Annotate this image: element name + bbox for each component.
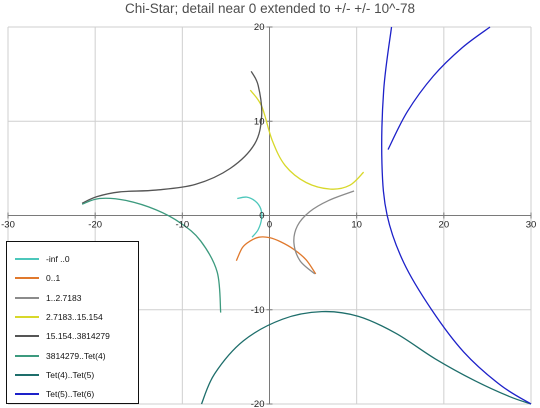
x-tick-label-2: -10 — [175, 220, 189, 231]
legend-label-0: -inf ..0 — [46, 254, 70, 264]
series-line-1 — [235, 236, 317, 275]
series-line-3 — [249, 89, 365, 190]
legend-item-6: Tet(4)..Tet(5) — [15, 368, 94, 382]
legend-swatch-7 — [15, 393, 39, 396]
x-tick-label-1: -20 — [88, 220, 102, 231]
y-tick-label-2: 0 — [259, 211, 264, 222]
legend-label-3: 2.7183..15.154 — [46, 311, 103, 322]
series-line-8 — [387, 26, 491, 150]
legend-label-2: 1..2.7183 — [46, 292, 82, 303]
legend-item-4: 15.154..3814279 — [15, 329, 110, 343]
x-tick-label-4: 10 — [351, 220, 362, 231]
legend-swatch-1 — [15, 277, 39, 280]
y-tick-label-3: -10 — [251, 305, 265, 316]
x-tick-label-3: 0 — [267, 220, 272, 231]
legend-swatch-0 — [15, 258, 39, 260]
legend-item-1: 0..1 — [15, 271, 60, 285]
series-line-0 — [237, 196, 263, 238]
axes — [7, 26, 532, 405]
chart-title: Chi-Star; detail near 0 extended to +/- … — [125, 1, 415, 16]
legend-swatch-3 — [15, 315, 39, 318]
legend-item-7: Tet(5)..Tet(6) — [15, 387, 94, 401]
series-line-2 — [293, 190, 355, 275]
legend-swatch-2 — [15, 296, 39, 299]
series-line-4 — [81, 70, 263, 204]
legend-item-5: 3814279..Tet(4) — [15, 349, 106, 363]
legend-item-2: 1..2.7183 — [15, 291, 81, 305]
tick-labels: -30 -20 -10 0 10 20 30 20 10 0 -10 -20 — [1, 22, 536, 408]
legend: -inf ..0 0..1 1..2.7183 2.7183..15.154 15.15… — [6, 241, 139, 404]
x-tick-label-0: -30 — [1, 220, 15, 231]
x-tick-label-5: 20 — [439, 220, 450, 231]
legend-label-7: Tet(5)..Tet(6) — [46, 389, 95, 400]
series-line-7 — [381, 26, 532, 405]
legend-swatch-6 — [15, 373, 39, 376]
legend-item-3: 2.7183..15.154 — [15, 310, 103, 324]
legend-swatch-5 — [15, 354, 39, 357]
x-tick-label-6: 30 — [526, 220, 537, 231]
legend-label-6: Tet(4)..Tet(5) — [46, 369, 95, 380]
y-tick-label-0: 20 — [254, 22, 265, 33]
series-line-6 — [200, 310, 532, 405]
series-line-5 — [81, 197, 222, 313]
y-tick-label-1: 10 — [254, 116, 265, 127]
y-tick-label-4: -20 — [251, 399, 265, 408]
legend-label-5: 3814279..Tet(4) — [46, 350, 106, 361]
legend-label-4: 15.154..3814279 — [46, 331, 110, 342]
data-series — [81, 26, 532, 405]
legend-swatch-4 — [15, 335, 39, 338]
legend-item-0: -inf ..0 — [15, 252, 70, 266]
legend-label-1: 0..1 — [46, 273, 61, 284]
